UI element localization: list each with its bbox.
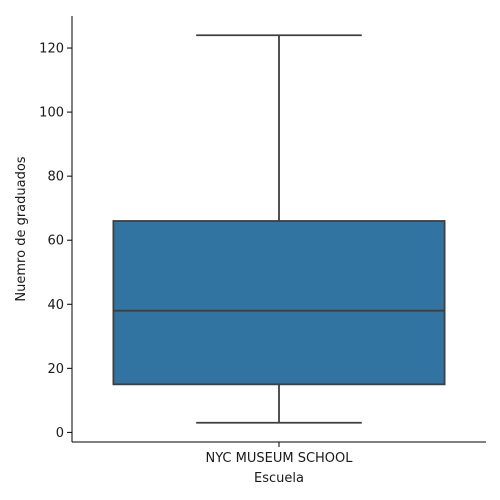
y-tick-label: 100 xyxy=(39,106,64,121)
axes: 0 20 40 60 80 100 120 NYC MUSEUM SCHOOL xyxy=(39,16,486,466)
y-tick-label: 0 xyxy=(56,426,64,441)
iqr-box xyxy=(112,220,446,386)
x-ticks: NYC MUSEUM SCHOOL xyxy=(205,442,353,466)
y-ticks: 0 20 40 60 80 100 120 xyxy=(39,42,72,441)
y-tick-label: 40 xyxy=(47,298,64,313)
y-axis-label: Nuemro de graduados xyxy=(14,156,29,301)
x-tick-label: NYC MUSEUM SCHOOL xyxy=(205,451,353,466)
y-tick-label: 120 xyxy=(39,42,64,57)
y-tick-label: 80 xyxy=(47,170,64,185)
plot-area xyxy=(112,34,446,424)
x-axis-label: Escuela xyxy=(254,471,304,486)
y-tick-label: 20 xyxy=(47,362,64,377)
y-tick-label: 60 xyxy=(47,234,64,249)
box-group xyxy=(112,34,446,424)
